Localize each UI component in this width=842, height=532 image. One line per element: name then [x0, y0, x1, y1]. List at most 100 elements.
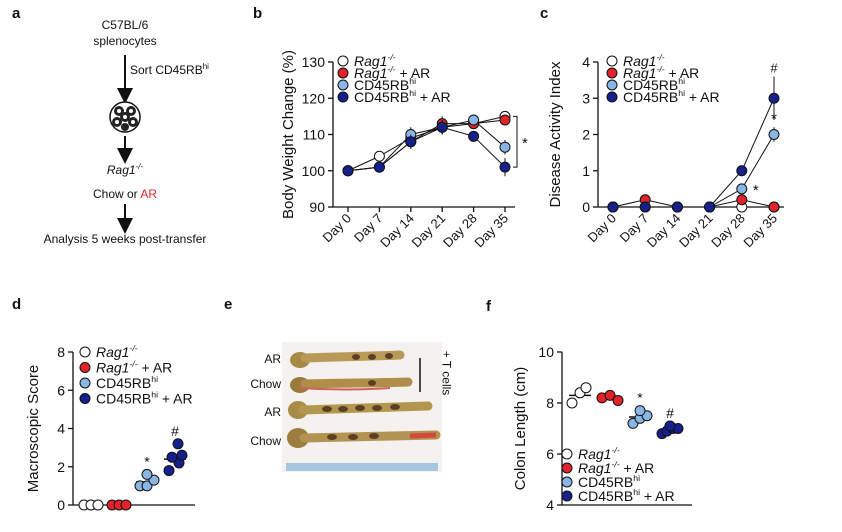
- data-point: [468, 130, 480, 142]
- colon-4: [287, 428, 441, 448]
- annotation-2: #: [666, 405, 674, 421]
- photo-row-label-2: Chow: [250, 377, 281, 391]
- x-tick-label-5: Day 28: [440, 211, 480, 251]
- x-tick-label-6: Day 35: [740, 211, 780, 251]
- data-point: [499, 161, 511, 173]
- data-point: [92, 499, 104, 511]
- legend-sup: -/-: [387, 52, 395, 62]
- annotation-1: *: [637, 390, 643, 406]
- data-point: [373, 150, 385, 162]
- x-tick-label-4: Day 21: [409, 211, 449, 251]
- legend-marker-3: [79, 377, 91, 389]
- legend-sup: hi: [409, 88, 416, 98]
- legend-marker-2: [606, 67, 618, 79]
- legend-label-2: Rag1-/- + AR: [578, 459, 654, 476]
- y-tick-label-1: 90: [309, 199, 325, 215]
- data-point: [736, 194, 748, 206]
- data-point: [141, 480, 153, 492]
- y-tick-label-5: 4: [582, 54, 590, 70]
- legend-marker-4: [337, 91, 349, 103]
- data-point: [373, 161, 385, 173]
- data-point: [639, 201, 651, 213]
- legend-name: Rag1: [578, 446, 611, 462]
- data-point: [405, 136, 417, 148]
- legend-name: Rag1: [623, 65, 656, 81]
- series-line-4: [613, 98, 775, 208]
- y-tick-label-1: 0: [582, 199, 590, 215]
- legend-sup: hi: [633, 473, 640, 483]
- sort-sup: hi: [202, 62, 209, 71]
- data-point: [141, 468, 153, 480]
- legend-name: CD45RB: [623, 89, 678, 105]
- legend-marker-1: [606, 55, 618, 67]
- y-tick-label-1: 4: [546, 497, 554, 513]
- series-line-4: [347, 126, 506, 172]
- legend-sup: hi: [633, 487, 640, 497]
- colon-1: [290, 350, 405, 368]
- series-line-3: [613, 134, 775, 208]
- y-axis-label: Macroscopic Score: [25, 365, 42, 493]
- y-tick-label-1: 0: [57, 497, 65, 513]
- data-point: [436, 121, 448, 133]
- legend-marker-2: [337, 67, 349, 79]
- legend-label-3: CD45RBhi: [354, 76, 416, 93]
- legend-suffix: + AR: [665, 65, 700, 81]
- data-point: [148, 474, 160, 486]
- x-tick-label-3: Day 14: [644, 211, 684, 251]
- panel-e-label: e: [224, 296, 233, 313]
- strain-text: C57BL/6: [101, 18, 149, 32]
- legend-label-3: CD45RBhi: [578, 473, 640, 490]
- legend-label-2: Rag1-/- + AR: [623, 64, 699, 81]
- legend-name: CD45RB: [354, 89, 409, 105]
- ruler: [286, 463, 438, 471]
- legend-label-4: CD45RBhi + AR: [96, 390, 193, 407]
- y-tick-label-3: 4: [57, 421, 65, 437]
- legend-sup: hi: [678, 88, 685, 98]
- y-tick-label-4: 120: [302, 90, 326, 106]
- y-tick-label-4: 6: [57, 382, 65, 398]
- legend-marker-2: [561, 462, 573, 474]
- legend-label-4: CD45RBhi + AR: [623, 88, 720, 105]
- annotation-2: #: [171, 423, 179, 439]
- legend-marker-1: [79, 346, 91, 358]
- annotation-star: *: [753, 182, 759, 199]
- data-point: [671, 201, 683, 213]
- photo-row-label-4: Chow: [250, 434, 281, 448]
- legend-marker-3: [561, 476, 573, 488]
- legend-sup: -/-: [129, 343, 137, 353]
- data-point: [499, 114, 511, 126]
- legend-label-1: Rag1-/-: [578, 445, 620, 462]
- analysis-text: Analysis 5 weeks post-transfer: [43, 232, 207, 246]
- colon-3: [288, 401, 433, 419]
- y-tick-label-5: 8: [57, 344, 65, 360]
- legend-label-4: CD45RBhi + AR: [578, 487, 675, 504]
- data-point: [704, 201, 716, 213]
- data-point: [634, 405, 646, 417]
- data-point: [612, 394, 624, 406]
- legend-name: CD45RB: [578, 474, 633, 490]
- legend-label-3: CD45RBhi: [623, 76, 685, 93]
- legend-suffix: + AR: [158, 391, 193, 407]
- legend-name: Rag1: [578, 460, 611, 476]
- data-point: [566, 397, 578, 409]
- y-tick-label-5: 130: [302, 54, 326, 70]
- legend-name: CD45RB: [623, 77, 678, 93]
- legend-label-3: CD45RBhi: [96, 374, 158, 391]
- x-tick-label-3: Day 14: [377, 211, 417, 251]
- recipient-sup: -/-: [135, 162, 144, 171]
- colon-2: [290, 377, 413, 393]
- x-tick-label-1: Day 0: [319, 211, 354, 246]
- legend-marker-3: [337, 79, 349, 91]
- y-axis-label: Body Weight Change (%): [280, 50, 297, 219]
- data-point: [172, 438, 184, 450]
- y-axis-label: Disease Activity Index: [547, 61, 564, 207]
- legend-label-1: Rag1-/-: [623, 52, 665, 69]
- legend-suffix: + AR: [396, 65, 431, 81]
- legend-marker-4: [606, 91, 618, 103]
- legend-name: Rag1: [96, 360, 129, 376]
- legend-label-1: Rag1-/-: [96, 343, 138, 360]
- legend-name: Rag1: [96, 344, 129, 360]
- y-axis-label: Colon Length (cm): [512, 367, 529, 490]
- photo-row-label-3: AR: [264, 405, 281, 419]
- sig-bracket: [513, 115, 518, 168]
